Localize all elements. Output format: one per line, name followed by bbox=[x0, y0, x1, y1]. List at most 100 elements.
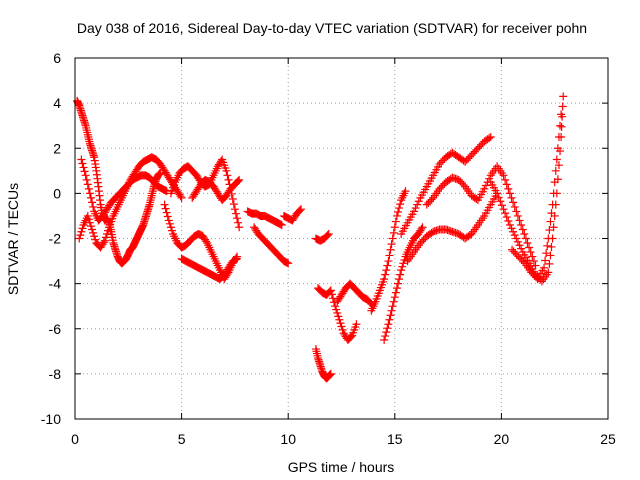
data-point bbox=[386, 311, 395, 320]
data-point bbox=[336, 319, 345, 328]
data-point bbox=[396, 270, 405, 279]
data-point bbox=[224, 175, 233, 184]
y-axis-label: SDTVAR / TECUs bbox=[5, 183, 21, 295]
data-point bbox=[83, 180, 92, 189]
data-point bbox=[485, 134, 494, 143]
data-point bbox=[100, 236, 109, 245]
data-point bbox=[231, 209, 240, 218]
data-point bbox=[277, 220, 286, 229]
data-point bbox=[501, 209, 510, 218]
data-point bbox=[397, 266, 406, 275]
data-point bbox=[546, 251, 555, 260]
data-point bbox=[512, 207, 521, 216]
data-point bbox=[542, 249, 551, 258]
data-point bbox=[166, 223, 175, 232]
data-point bbox=[550, 178, 559, 187]
data-point bbox=[176, 192, 185, 201]
data-point bbox=[389, 228, 398, 237]
data-point bbox=[335, 315, 344, 324]
data-point bbox=[388, 302, 397, 311]
data-point bbox=[518, 225, 527, 234]
data-point bbox=[385, 315, 394, 324]
data-point bbox=[89, 228, 98, 237]
data-point bbox=[177, 193, 186, 202]
data-point bbox=[165, 219, 174, 228]
data-point bbox=[554, 161, 563, 170]
data-point bbox=[99, 238, 108, 247]
data-point bbox=[512, 234, 521, 243]
data-point bbox=[84, 215, 93, 224]
data-point bbox=[499, 205, 508, 214]
data-point bbox=[161, 204, 170, 213]
data-point bbox=[507, 224, 516, 233]
x-tick-label: 25 bbox=[600, 431, 616, 447]
data-point bbox=[389, 297, 398, 306]
data-point bbox=[549, 223, 558, 232]
data-point bbox=[77, 227, 86, 236]
data-point bbox=[384, 257, 393, 266]
data-point bbox=[515, 241, 524, 250]
data-point bbox=[323, 231, 332, 240]
data-point bbox=[384, 320, 393, 329]
data-point bbox=[548, 200, 557, 209]
data-point bbox=[544, 268, 553, 277]
data-point bbox=[284, 259, 293, 268]
data-point bbox=[102, 229, 111, 238]
data-point bbox=[544, 234, 553, 243]
data-point bbox=[162, 208, 171, 217]
data-point bbox=[497, 201, 506, 210]
y-tick-label: 6 bbox=[53, 50, 61, 66]
data-point bbox=[541, 256, 550, 265]
y-tick-labels: -10 -8 -6 -4 -2 0 2 4 6 bbox=[41, 50, 61, 427]
data-point bbox=[89, 202, 98, 211]
data-points-layer bbox=[73, 92, 568, 383]
data-point bbox=[398, 262, 407, 271]
data-point bbox=[409, 207, 418, 216]
data-point bbox=[546, 217, 555, 226]
data-point bbox=[392, 211, 401, 220]
data-point bbox=[337, 322, 346, 331]
data-point bbox=[509, 227, 518, 236]
data-point bbox=[86, 222, 95, 231]
data-point bbox=[164, 216, 173, 225]
data-point bbox=[493, 189, 502, 198]
data-point bbox=[510, 231, 519, 240]
data-point bbox=[77, 155, 86, 164]
data-point bbox=[222, 166, 231, 175]
data-point bbox=[395, 204, 404, 213]
x-axis-label: GPS time / hours bbox=[288, 459, 395, 475]
y-tick-label: -10 bbox=[41, 411, 61, 427]
data-point bbox=[82, 175, 91, 184]
data-point bbox=[76, 231, 85, 240]
data-point bbox=[543, 241, 552, 250]
data-point bbox=[85, 218, 94, 227]
data-point bbox=[383, 324, 392, 333]
data-point bbox=[75, 234, 84, 243]
data-point bbox=[338, 325, 347, 334]
data-point bbox=[91, 235, 100, 244]
data-point bbox=[83, 211, 92, 220]
data-point bbox=[387, 240, 396, 249]
data-point bbox=[486, 132, 495, 141]
data-point bbox=[556, 121, 565, 130]
data-point bbox=[234, 176, 243, 185]
data-point bbox=[509, 198, 518, 207]
data-point bbox=[499, 171, 508, 180]
data-point bbox=[395, 275, 404, 284]
data-point bbox=[334, 312, 343, 321]
data-point bbox=[401, 187, 410, 196]
data-point bbox=[540, 263, 549, 272]
data-point bbox=[557, 122, 566, 131]
data-point bbox=[411, 204, 420, 213]
data-point bbox=[233, 254, 242, 263]
data-point bbox=[545, 259, 554, 268]
data-point bbox=[386, 245, 395, 254]
data-point bbox=[324, 229, 333, 238]
data-point bbox=[326, 286, 335, 295]
data-point bbox=[418, 223, 427, 232]
data-point bbox=[558, 102, 567, 111]
data-point bbox=[480, 184, 489, 193]
y-tick-label: 2 bbox=[53, 140, 61, 156]
data-point bbox=[520, 229, 529, 238]
chart-title: Day 038 of 2016, Sidereal Day-to-day VTE… bbox=[77, 20, 587, 36]
